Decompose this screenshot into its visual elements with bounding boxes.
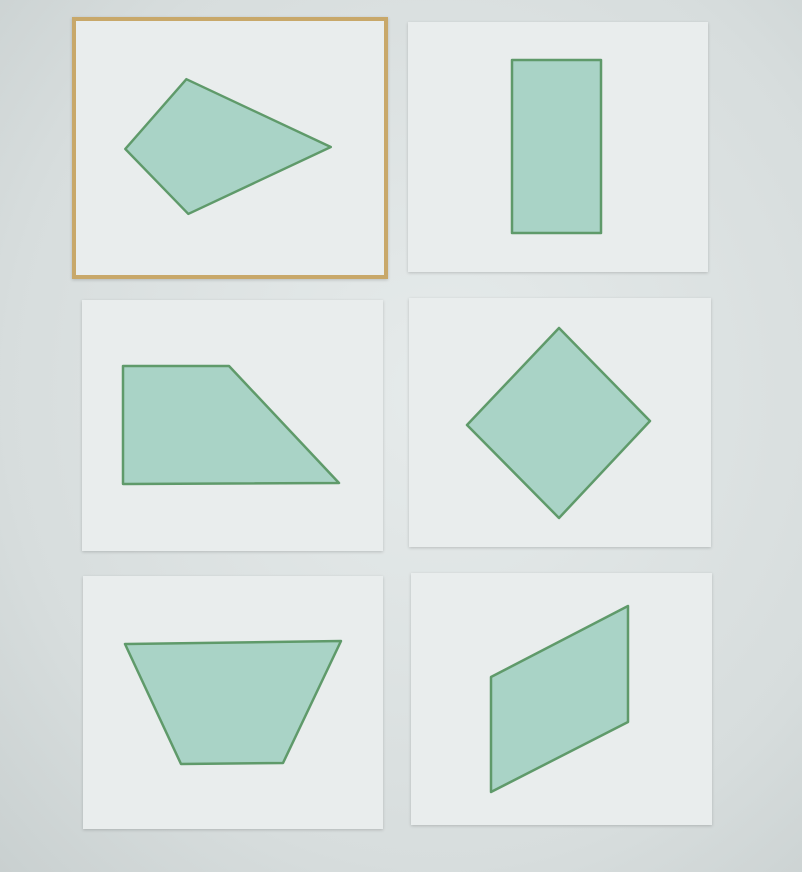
shape-card-right-trapezoid[interactable] [82, 300, 383, 551]
shape-card-isosceles-trapezoid[interactable] [83, 576, 383, 829]
rectangle-shape [510, 58, 603, 235]
shape-card-parallelogram[interactable] [411, 573, 712, 825]
kite-polygon [124, 77, 333, 216]
parallelogram-polygon [489, 604, 630, 794]
isosceles-trapezoid-polygon [123, 639, 343, 766]
kite-shape [124, 77, 333, 216]
rotated-square-polygon [465, 326, 652, 520]
shape-card-rotated-square[interactable] [409, 298, 711, 547]
right-trapezoid-shape [121, 364, 341, 486]
rectangle-polygon [510, 58, 603, 235]
shape-card-rectangle[interactable] [408, 22, 708, 272]
rotated-square-shape [465, 326, 652, 520]
parallelogram-shape [489, 604, 630, 794]
shape-card-kite[interactable] [72, 17, 388, 279]
right-trapezoid-polygon [121, 364, 341, 486]
isosceles-trapezoid-shape [123, 639, 343, 766]
